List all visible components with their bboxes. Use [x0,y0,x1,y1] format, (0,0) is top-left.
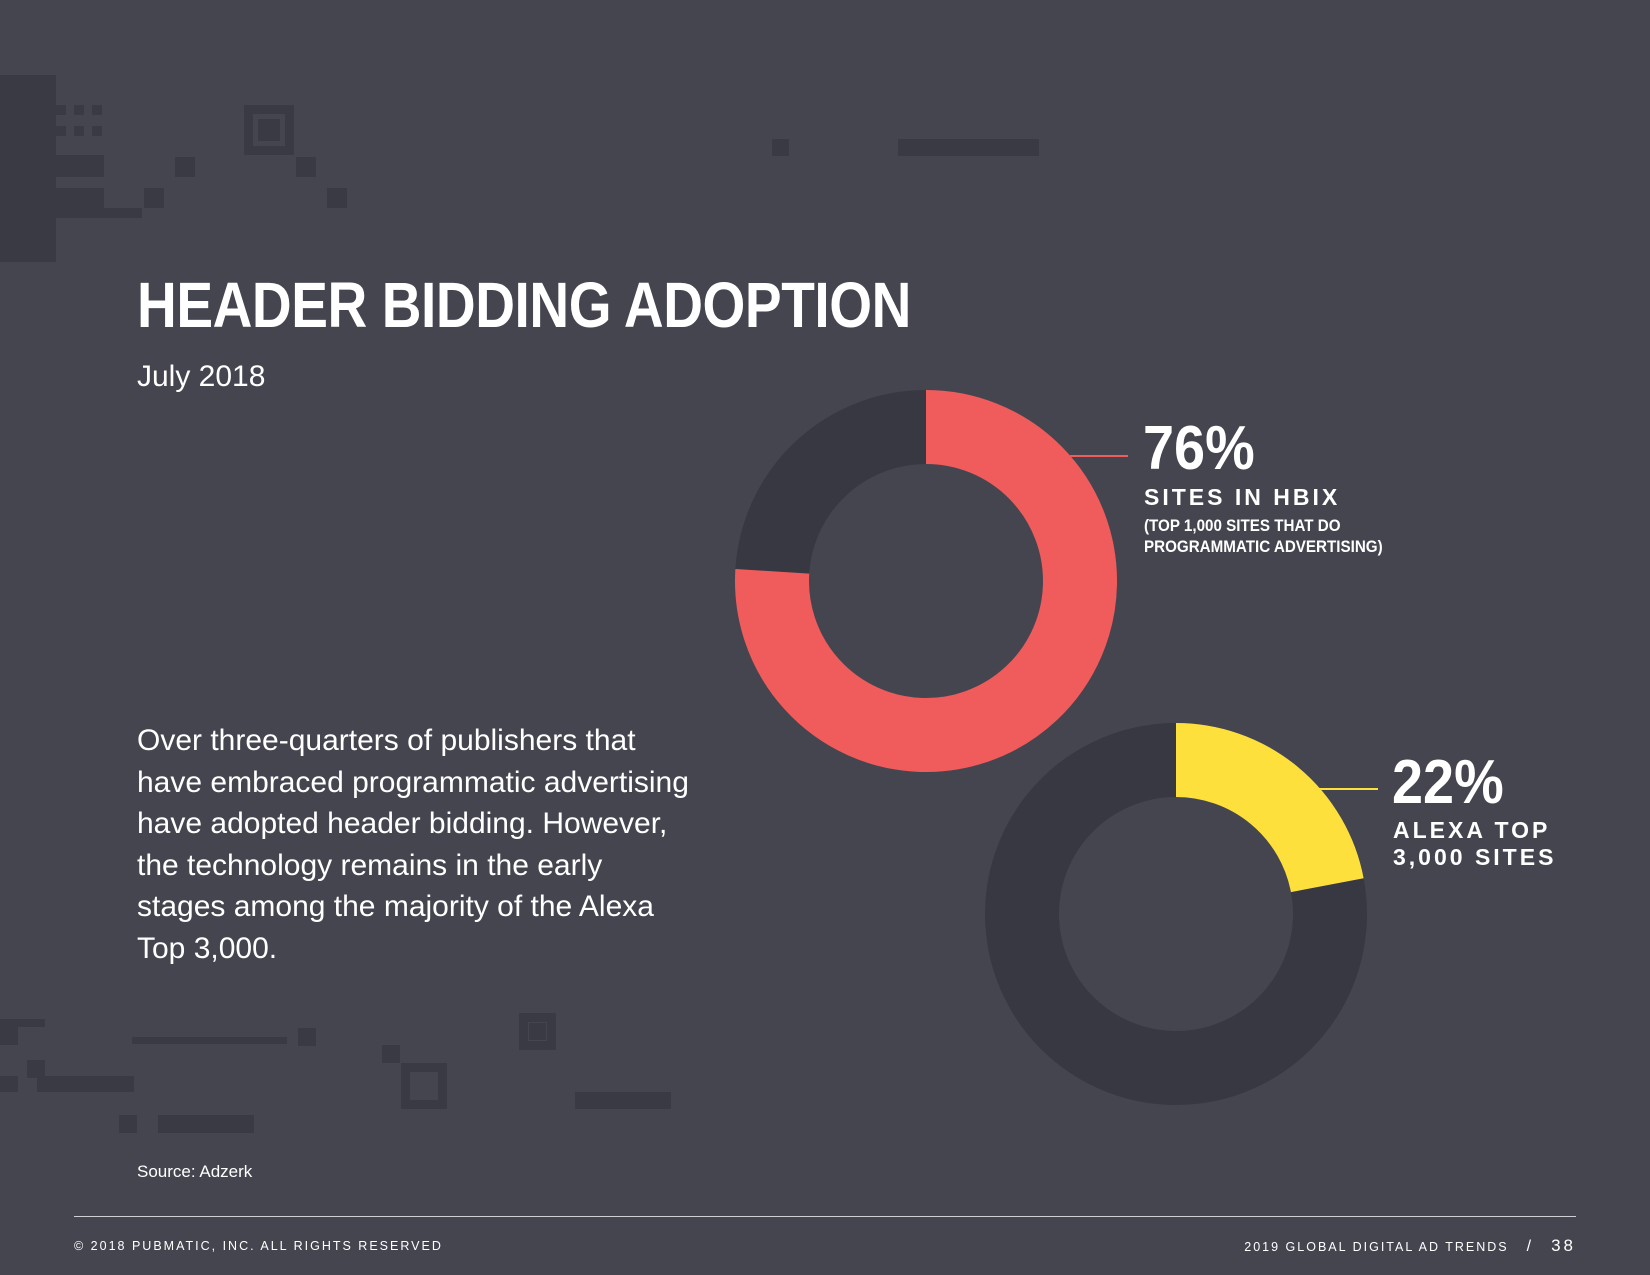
donut-1-slice-1 [735,390,1117,772]
hbix-label: SITES IN HBIX [1144,484,1341,510]
hbix-percent-label: 76% [1143,414,1255,483]
alexa-percent-label: 22% [1392,748,1504,817]
donut-chart-alexa [985,723,1378,1105]
footer-right: 2019 GLOBAL DIGITAL AD TRENDS / 38 [1244,1236,1576,1256]
page-number: 38 [1551,1236,1576,1255]
footer-separator: / [1526,1238,1534,1255]
page-title: HEADER BIDDING ADOPTION [137,269,911,341]
page-subtitle: July 2018 [137,360,266,393]
hbix-sublabel-line-2: PROGRAMMATIC ADVERTISING) [1144,538,1383,556]
donut-2-slice-2 [985,723,1367,1105]
hbix-sublabel-line-1: (TOP 1,000 SITES THAT DO [1144,517,1341,535]
source-note: Source: Adzerk [137,1162,253,1181]
body-paragraph: Over three-quarters of publishers that h… [137,724,689,965]
alexa-label-line-1: ALEXA TOP [1393,817,1551,843]
donut-2-slice-1 [1174,723,1364,894]
donut-1-slice-2 [735,390,928,575]
footer-divider [74,1216,1576,1217]
footer-copyright: © 2018 PUBMATIC, INC. ALL RIGHTS RESERVE… [74,1239,443,1253]
footer-report-title: 2019 GLOBAL DIGITAL AD TRENDS [1244,1240,1509,1254]
donut-chart-hbix [735,390,1128,772]
alexa-label-line-2: 3,000 SITES [1393,844,1557,870]
